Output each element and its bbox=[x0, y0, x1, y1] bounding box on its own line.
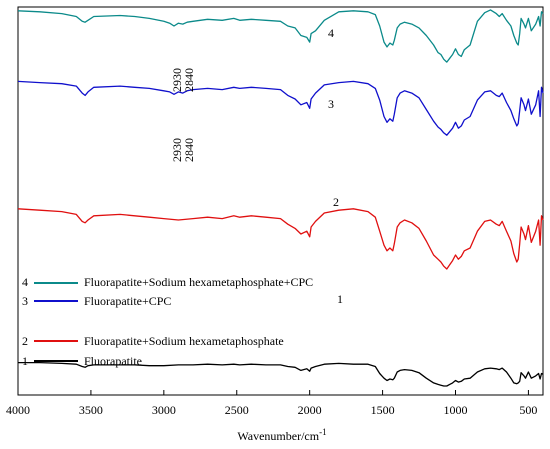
legend-number: 3 bbox=[22, 294, 28, 308]
legend-number: 1 bbox=[22, 354, 28, 368]
legend: 4 Fluorapatite+Sodium hexametaphosphate+… bbox=[22, 275, 313, 368]
legend-item-4: 4 Fluorapatite+Sodium hexametaphosphate+… bbox=[22, 275, 313, 289]
series-line-3 bbox=[17, 80, 544, 136]
x-tick-label: 1500 bbox=[371, 403, 395, 417]
peak-annotation: 2840 bbox=[182, 138, 196, 162]
x-axis-ticks: 4000 3500 3000 2500 2000 1500 1000 500 bbox=[6, 390, 537, 417]
peak-annotation: 2840 bbox=[182, 68, 196, 92]
series-line-4 bbox=[17, 9, 544, 63]
series-line-2 bbox=[17, 208, 544, 270]
x-axis-title: Wavenumber/cm-1 bbox=[237, 427, 326, 443]
series-number-label-2: 2 bbox=[333, 195, 339, 209]
legend-item-1: 1 Fluorapatite bbox=[22, 354, 142, 368]
peak-annotation: 2930 bbox=[170, 68, 184, 92]
legend-item-3: 3 Fluorapatite+CPC bbox=[22, 294, 171, 308]
series-line-1 bbox=[18, 361, 544, 387]
series-number-label-3: 3 bbox=[328, 97, 334, 111]
x-tick-label: 2000 bbox=[298, 403, 322, 417]
x-tick-label: 500 bbox=[519, 403, 537, 417]
x-tick-label: 3500 bbox=[79, 403, 103, 417]
series-number-labels: 4 3 2 1 bbox=[328, 26, 343, 306]
x-tick-label: 1000 bbox=[444, 403, 468, 417]
legend-label: Fluorapatite+Sodium hexametaphosphate bbox=[84, 334, 284, 348]
legend-number: 2 bbox=[22, 334, 28, 348]
legend-number: 4 bbox=[22, 275, 28, 289]
series-number-label-4: 4 bbox=[328, 26, 334, 40]
x-tick-label: 2500 bbox=[225, 403, 249, 417]
legend-label: Fluorapatite+Sodium hexametaphosphate+CP… bbox=[84, 275, 313, 289]
legend-item-2: 2 Fluorapatite+Sodium hexametaphosphate bbox=[22, 334, 284, 348]
x-tick-label: 4000 bbox=[6, 403, 30, 417]
legend-label: Fluorapatite bbox=[84, 354, 142, 368]
spectra bbox=[17, 9, 544, 387]
x-tick-label: 3000 bbox=[152, 403, 176, 417]
plot-frame bbox=[17, 6, 544, 396]
legend-label: Fluorapatite+CPC bbox=[84, 294, 171, 308]
x-axis-title-base: Wavenumber/cm bbox=[237, 429, 319, 443]
peak-annotation: 2930 bbox=[170, 138, 184, 162]
series-number-label-1: 1 bbox=[337, 292, 343, 306]
x-axis-title-sup: -1 bbox=[319, 427, 327, 437]
